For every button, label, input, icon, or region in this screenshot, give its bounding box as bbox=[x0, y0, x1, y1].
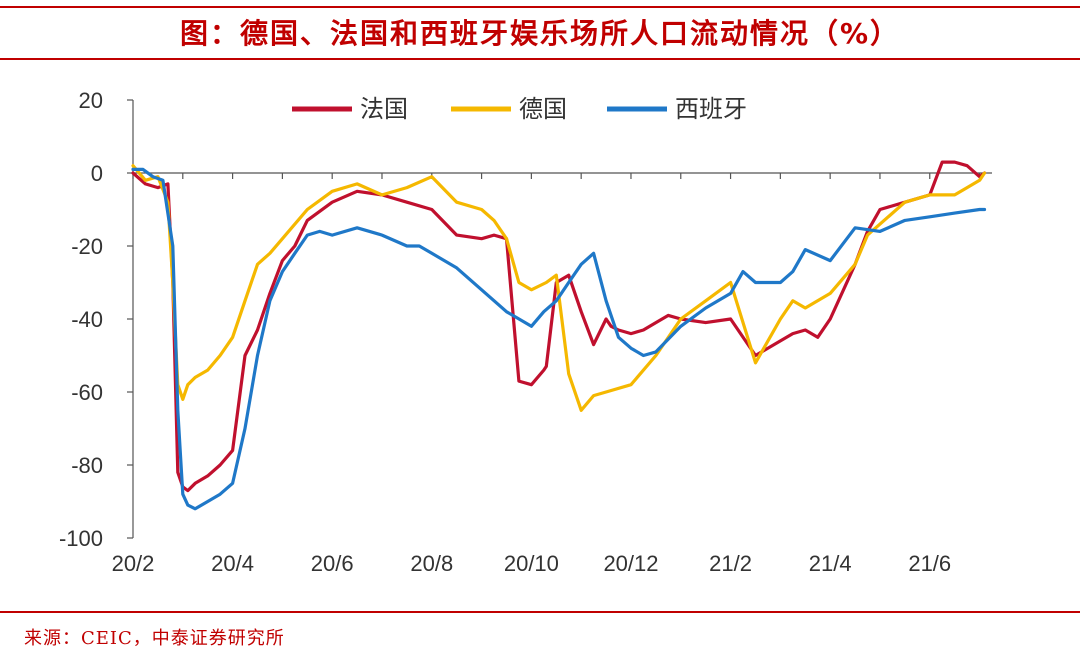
series-line-西班牙 bbox=[131, 167, 987, 511]
x-tick-label: 20/12 bbox=[603, 551, 658, 576]
legend: 法国 德国 西班牙 bbox=[292, 96, 747, 123]
y-tick-label: -80 bbox=[71, 453, 103, 478]
y-tick-label: -20 bbox=[71, 234, 103, 259]
y-tick-label: -60 bbox=[71, 380, 103, 405]
series-layer bbox=[131, 160, 987, 511]
x-tick-label: 21/4 bbox=[809, 551, 852, 576]
legend-label: 西班牙 bbox=[675, 96, 747, 123]
title-rule bbox=[0, 58, 1080, 60]
legend-label: 法国 bbox=[360, 96, 408, 123]
x-tick-label: 20/4 bbox=[211, 551, 254, 576]
series-line-德国 bbox=[131, 164, 987, 412]
y-tick-label: 20 bbox=[79, 88, 103, 113]
x-tick-label: 20/6 bbox=[311, 551, 354, 576]
x-tick-label: 21/2 bbox=[709, 551, 752, 576]
y-tick-label: 0 bbox=[91, 161, 103, 186]
chart: 20 0 -20 -40 -60 -80 -100 20/2 20/4 20/6 20/8 20/10… bbox=[59, 88, 992, 576]
series-line-法国 bbox=[131, 160, 987, 493]
y-tick-label: -40 bbox=[71, 307, 103, 332]
x-tick-label: 20/2 bbox=[112, 551, 155, 576]
chart-axes: 20 0 -20 -40 -60 -80 -100 20/2 20/4 20/6 20/8 20/10… bbox=[59, 88, 992, 576]
x-tick-label: 20/8 bbox=[410, 551, 453, 576]
y-tick-label: -100 bbox=[59, 526, 103, 551]
bottom-rule bbox=[0, 611, 1080, 613]
x-tick-label: 21/6 bbox=[908, 551, 951, 576]
chart-title: 图：德国、法国和西班牙娱乐场所人口流动情况（%） bbox=[179, 17, 901, 50]
top-rule bbox=[0, 6, 1080, 8]
x-tick-label: 20/10 bbox=[504, 551, 559, 576]
source-note: 来源：CEIC，中泰证券研究所 bbox=[24, 628, 285, 649]
legend-label: 德国 bbox=[519, 96, 567, 123]
